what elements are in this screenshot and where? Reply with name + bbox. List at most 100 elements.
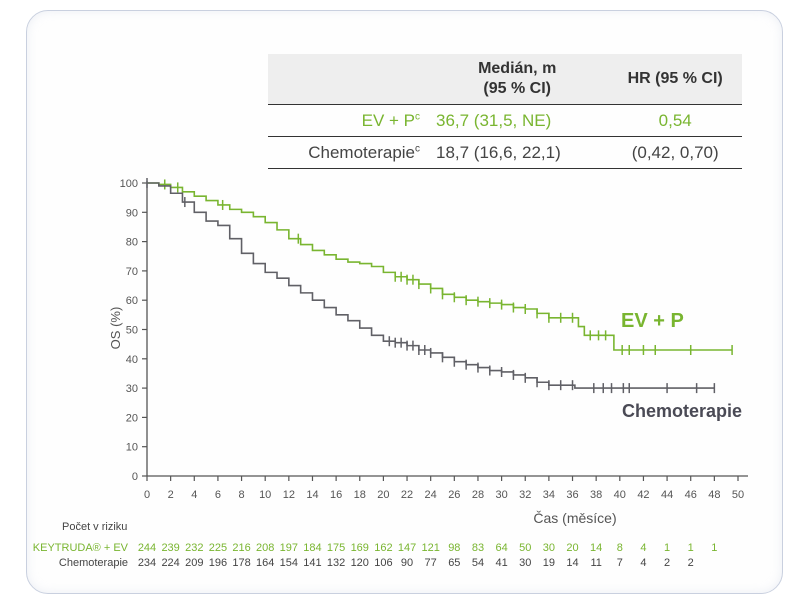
header-median-line2: (95 % CI) <box>483 80 551 97</box>
x-tick-label: 30 <box>495 489 507 501</box>
hr-table-row-chemo: Chemoterapiec 18,7 (16,6, 22,1) (0,42, 0… <box>268 136 742 169</box>
y-tick-label: 30 <box>126 383 138 395</box>
y-tick-label: 40 <box>126 354 138 366</box>
risk-value: 164 <box>256 557 275 569</box>
risk-value: 14 <box>566 557 579 569</box>
y-tick-label: 100 <box>120 178 138 190</box>
x-tick-label: 28 <box>472 489 484 501</box>
row-label-chemo: Chemoterapiec <box>268 136 426 169</box>
x-tick-label: 6 <box>215 489 221 501</box>
x-tick-label: 14 <box>306 489 318 501</box>
risk-value: 1 <box>664 542 671 554</box>
risk-value: 20 <box>566 542 579 554</box>
x-tick-label: 32 <box>519 489 531 501</box>
risk-value: 83 <box>471 542 485 554</box>
hr-summary-table: Medián, m (95 % CI) HR (95 % CI) EV + Pc … <box>268 54 742 169</box>
row-label-chemo-text: Chemoterapie <box>308 142 415 162</box>
risk-value: 65 <box>448 557 461 569</box>
row-label-evp-sup: c <box>415 110 420 122</box>
y-tick-label: 70 <box>126 266 138 278</box>
x-tick-label: 24 <box>425 489 437 501</box>
series-label-evp: EV + P <box>621 310 684 332</box>
risk-value: 30 <box>542 542 555 554</box>
hr-table-header-median: Medián, m (95 % CI) <box>426 54 609 105</box>
risk-value: 216 <box>232 542 251 554</box>
risk-value: 4 <box>640 557 647 569</box>
x-tick-label: 36 <box>566 489 578 501</box>
risk-value: 98 <box>448 542 461 554</box>
x-tick-label: 10 <box>259 489 271 501</box>
risk-value: 147 <box>397 542 417 554</box>
x-tick-label: 40 <box>614 489 626 501</box>
risk-value: 90 <box>400 557 414 569</box>
hr-table-row-evp: EV + Pc 36,7 (31,5, NE) 0,54 <box>268 104 742 137</box>
y-tick-label: 80 <box>126 237 138 249</box>
km-curve-chemo <box>147 182 715 389</box>
x-tick-label: 12 <box>283 489 295 501</box>
y-tick-label: 20 <box>126 412 138 424</box>
risk-table-title: Počet v riziku <box>62 521 128 533</box>
y-tick-label: 50 <box>126 325 138 337</box>
risk-value: 239 <box>161 542 180 554</box>
risk-value: 8 <box>616 542 623 554</box>
risk-value: 232 <box>185 542 204 554</box>
risk-value: 64 <box>495 542 508 554</box>
header-median-line1: Medián, m <box>478 60 557 77</box>
x-tick-label: 38 <box>590 489 602 501</box>
x-tick-label: 8 <box>238 489 244 501</box>
x-tick-label: 20 <box>377 489 389 501</box>
risk-value: 132 <box>326 557 346 569</box>
series-label-chemo: Chemoterapie <box>622 401 742 421</box>
risk-value: 154 <box>279 557 298 569</box>
x-tick-label: 16 <box>330 489 342 501</box>
x-tick-label: 4 <box>191 489 197 501</box>
hr-table-header-blank <box>268 54 426 105</box>
risk-value: 234 <box>137 557 157 569</box>
risk-value: 209 <box>185 557 204 569</box>
risk-value: 50 <box>519 542 532 554</box>
risk-value: 224 <box>161 557 180 569</box>
risk-row-label-evp: KEYTRUDA® + EV <box>32 542 128 554</box>
risk-value: 2 <box>664 557 671 569</box>
risk-value: 162 <box>374 542 393 554</box>
risk-value: 30 <box>519 557 532 569</box>
median-evp: 36,7 (31,5, NE) <box>426 104 609 137</box>
risk-value: 141 <box>303 557 322 569</box>
y-tick-label: 90 <box>126 207 138 219</box>
risk-value: 244 <box>137 542 157 554</box>
y-tick-label: 10 <box>126 442 138 454</box>
risk-value: 19 <box>542 557 555 569</box>
risk-value: 14 <box>590 542 603 554</box>
x-tick-label: 44 <box>661 489 673 501</box>
x-tick-label: 46 <box>685 489 697 501</box>
y-tick-label: 60 <box>126 295 138 307</box>
risk-value: 7 <box>616 557 623 569</box>
x-tick-label: 48 <box>708 489 720 501</box>
series-layer <box>146 178 733 394</box>
risk-value: 1 <box>711 542 718 554</box>
risk-value: 41 <box>495 557 508 569</box>
hr-ci-chemo: (0,42, 0,70) <box>608 136 742 169</box>
risk-value: 175 <box>326 542 346 554</box>
risk-value: 184 <box>303 542 322 554</box>
x-tick-label: 2 <box>168 489 174 501</box>
risk-value: 225 <box>208 542 228 554</box>
risk-value: 54 <box>471 557 485 569</box>
median-chemo: 18,7 (16,6, 22,1) <box>426 136 609 169</box>
x-tick-label: 42 <box>637 489 649 501</box>
risk-value: 169 <box>350 542 369 554</box>
risk-value: 1 <box>687 542 694 554</box>
x-axis-label: Čas (měsíce) <box>533 510 616 526</box>
y-tick-label: 0 <box>132 471 138 483</box>
risk-value: 4 <box>640 542 647 554</box>
risk-value: 208 <box>256 542 275 554</box>
risk-value: 196 <box>208 557 228 569</box>
risk-value: 178 <box>232 557 251 569</box>
risk-value: 197 <box>279 542 298 554</box>
x-tick-label: 26 <box>448 489 460 501</box>
y-axis-label: OS (%) <box>108 307 123 350</box>
row-label-chemo-sup: c <box>415 142 420 154</box>
risk-value: 11 <box>590 557 602 569</box>
hr-table-header-hr: HR (95 % CI) <box>608 54 742 105</box>
